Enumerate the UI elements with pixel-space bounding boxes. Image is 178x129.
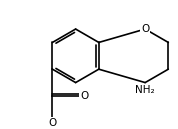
- Text: O: O: [141, 24, 149, 34]
- Text: O: O: [80, 91, 88, 101]
- Text: O: O: [48, 118, 57, 128]
- Text: NH₂: NH₂: [135, 85, 155, 95]
